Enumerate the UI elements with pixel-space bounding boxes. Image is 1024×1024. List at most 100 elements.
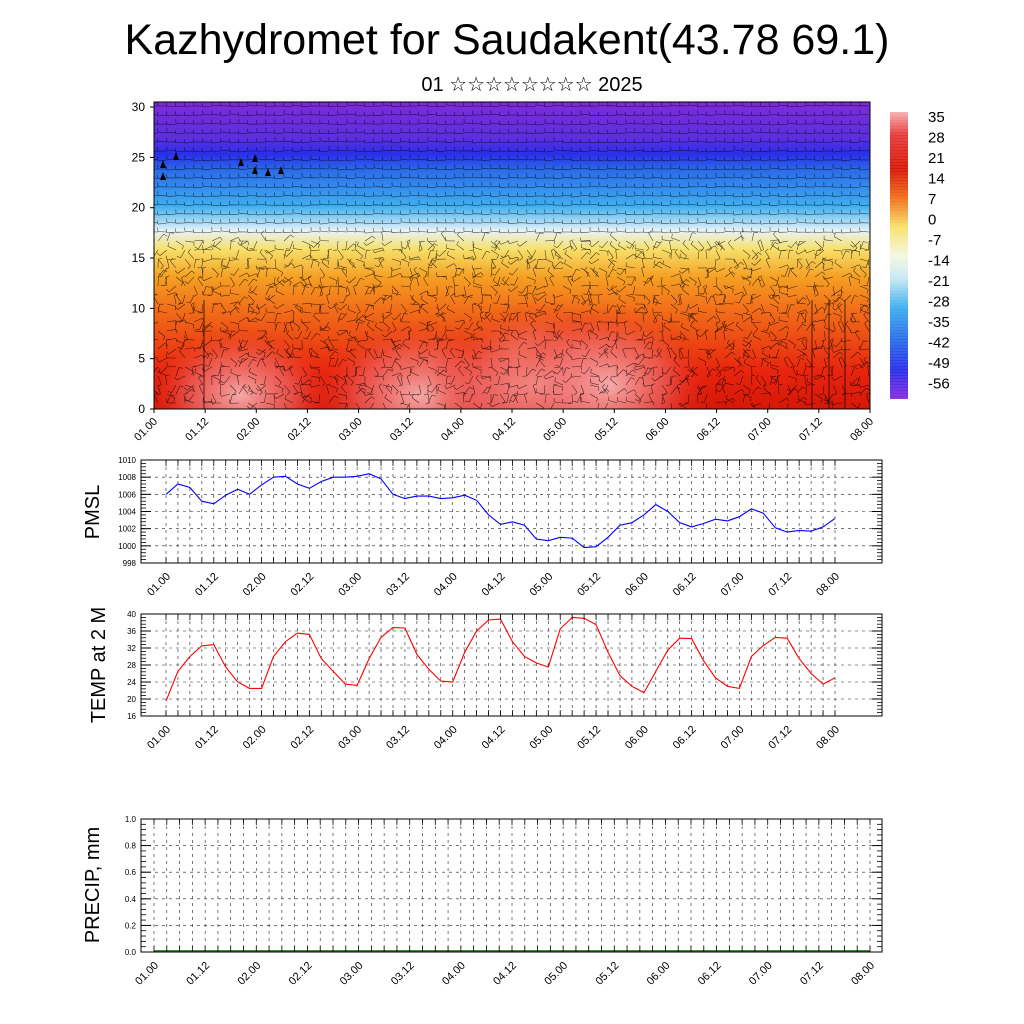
x-tick-label: 06.12 — [671, 724, 699, 752]
x-tick-label: 06.00 — [623, 724, 651, 752]
x-tick-label: 01.00 — [132, 416, 160, 444]
precip-axis-label: PRECIP, mm — [82, 827, 104, 943]
x-tick-label: 08.00 — [848, 416, 876, 444]
precip-panel: 0.00.20.40.60.81.0 01.00 01.12 02.00 02.12 0… — [82, 815, 883, 988]
x-tick-label: 03.00 — [336, 724, 364, 752]
x-tick-label: 04.00 — [439, 416, 467, 444]
pmsl-axis-label: PMSL — [82, 485, 104, 539]
barb-pennant — [238, 158, 244, 166]
precip-frame — [140, 818, 883, 953]
x-tick-label: 03.00 — [336, 571, 364, 599]
y-tick-label: 0.8 — [125, 842, 137, 851]
chart-title: Kazhydromet for Saudakent(43.78 69.1) — [124, 16, 890, 64]
y-tick-label: 1002 — [118, 525, 136, 534]
temp-frame — [140, 613, 883, 717]
y-tick-label: 0.0 — [125, 948, 137, 957]
cross-section-panel: 0 5 10 15 20 25 30 01.00 01.12 02.00 02.12 03.00 03… — [132, 100, 876, 444]
x-tick-label: 06.00 — [644, 416, 672, 444]
warm-core — [510, 305, 710, 409]
x-tick-label: 01.12 — [184, 960, 212, 988]
precip-grid — [141, 818, 882, 953]
colorbar-label: 21 — [928, 150, 945, 167]
x-tick-label: 08.00 — [849, 960, 877, 988]
barb-pennant — [160, 160, 166, 168]
x-tick-label: 02.00 — [234, 416, 262, 444]
y-tick-label: 0 — [138, 402, 145, 416]
y-tick-label: 1010 — [118, 456, 136, 465]
x-tick-label: 05.12 — [575, 571, 603, 599]
colorbar-label: 28 — [928, 130, 945, 147]
x-tick-label: 04.00 — [432, 571, 460, 599]
x-tick-label: 01.12 — [183, 416, 211, 444]
x-tick-label: 07.00 — [719, 724, 747, 752]
x-tick-label: 05.00 — [541, 416, 569, 444]
x-tick-label: 08.00 — [814, 724, 842, 752]
colorbar-labels: 35 28 21 14 7 0 -7 -14 -21 -28 -35 -42 -49 -56 — [928, 109, 950, 393]
x-tick-label: 04.12 — [490, 416, 518, 444]
x-tick-label: 01.00 — [145, 724, 173, 752]
y-tick-label: 1006 — [118, 490, 136, 499]
precip-y-axis: 0.0 0.2 0.4 0.6 0.8 1.0 — [125, 815, 882, 957]
y-tick-label: 1008 — [118, 473, 136, 482]
x-tick-label: 02.00 — [235, 960, 263, 988]
x-tick-label: 05.12 — [592, 416, 620, 444]
colorbar-label: -14 — [928, 253, 950, 270]
x-tick-label: 06.12 — [696, 960, 724, 988]
temp-y-axis: 16 20 24 28 32 36 40 — [127, 610, 882, 721]
x-tick-label: 03.12 — [384, 571, 412, 599]
y-tick-label: 20 — [127, 695, 136, 704]
y-tick-label: 32 — [127, 644, 136, 653]
pmsl-x-axis: 01.00 01.12 02.00 02.12 03.00 03.12 04.00 04.12… — [145, 460, 842, 599]
x-tick-label: 07.12 — [797, 416, 825, 444]
x-tick-label: 05.12 — [593, 960, 621, 988]
x-tick-label: 02.00 — [241, 724, 269, 752]
pmsl-frame — [140, 459, 883, 564]
y-tick-label: 24 — [127, 678, 136, 687]
x-tick-label: 04.00 — [432, 724, 460, 752]
x-tick-label: 05.12 — [575, 724, 603, 752]
x-tick-label: 07.00 — [746, 416, 774, 444]
x-tick-label: 06.12 — [695, 416, 723, 444]
x-tick-label: 04.12 — [480, 724, 508, 752]
x-tick-label: 06.00 — [623, 571, 651, 599]
colorbar-label: 7 — [928, 191, 936, 208]
warm-core — [154, 325, 335, 409]
x-tick-label: 07.00 — [719, 571, 747, 599]
x-tick-label: 04.00 — [440, 960, 468, 988]
cross-section-y-axis: 0 5 10 15 20 25 30 — [132, 100, 154, 416]
barb-pennant — [252, 166, 258, 174]
colorbar-label: 14 — [928, 171, 945, 188]
colorbar-label: -7 — [928, 232, 941, 249]
y-tick-label: 36 — [127, 627, 136, 636]
wind-barb-field — [154, 102, 870, 409]
pmsl-grid — [141, 459, 882, 564]
barb-pennant — [173, 152, 179, 160]
y-tick-label: 1000 — [118, 542, 136, 551]
x-tick-label: 04.12 — [480, 571, 508, 599]
y-tick-label: 5 — [138, 352, 145, 366]
warm-cores — [154, 300, 710, 409]
barb-pennant — [278, 166, 284, 174]
x-tick-label: 07.12 — [766, 724, 794, 752]
colorbar-label: -56 — [928, 376, 950, 393]
y-tick-label: 998 — [123, 559, 137, 568]
y-tick-label: 15 — [132, 251, 146, 265]
x-tick-label: 05.00 — [542, 960, 570, 988]
x-tick-label: 02.12 — [287, 960, 315, 988]
x-tick-label: 06.00 — [645, 960, 673, 988]
y-tick-label: 20 — [132, 201, 146, 215]
colorbar: 35 28 21 14 7 0 -7 -14 -21 -28 -35 -42 -49 -56 — [890, 109, 950, 399]
y-tick-label: 28 — [127, 661, 136, 670]
x-tick-label: 03.12 — [389, 960, 417, 988]
y-tick-label: 40 — [127, 610, 136, 619]
y-tick-label: 0.4 — [125, 895, 137, 904]
pmsl-series-line — [165, 473, 836, 549]
x-tick-label: 05.00 — [527, 724, 555, 752]
barb-pennant — [160, 172, 166, 180]
colorbar-label: -28 — [928, 294, 950, 311]
temp-axis-label: TEMP at 2 M — [88, 607, 110, 723]
x-tick-label: 02.12 — [289, 724, 317, 752]
y-tick-label: 30 — [132, 100, 146, 114]
colorbar-label: 0 — [928, 212, 936, 229]
x-tick-label: 04.12 — [491, 960, 519, 988]
